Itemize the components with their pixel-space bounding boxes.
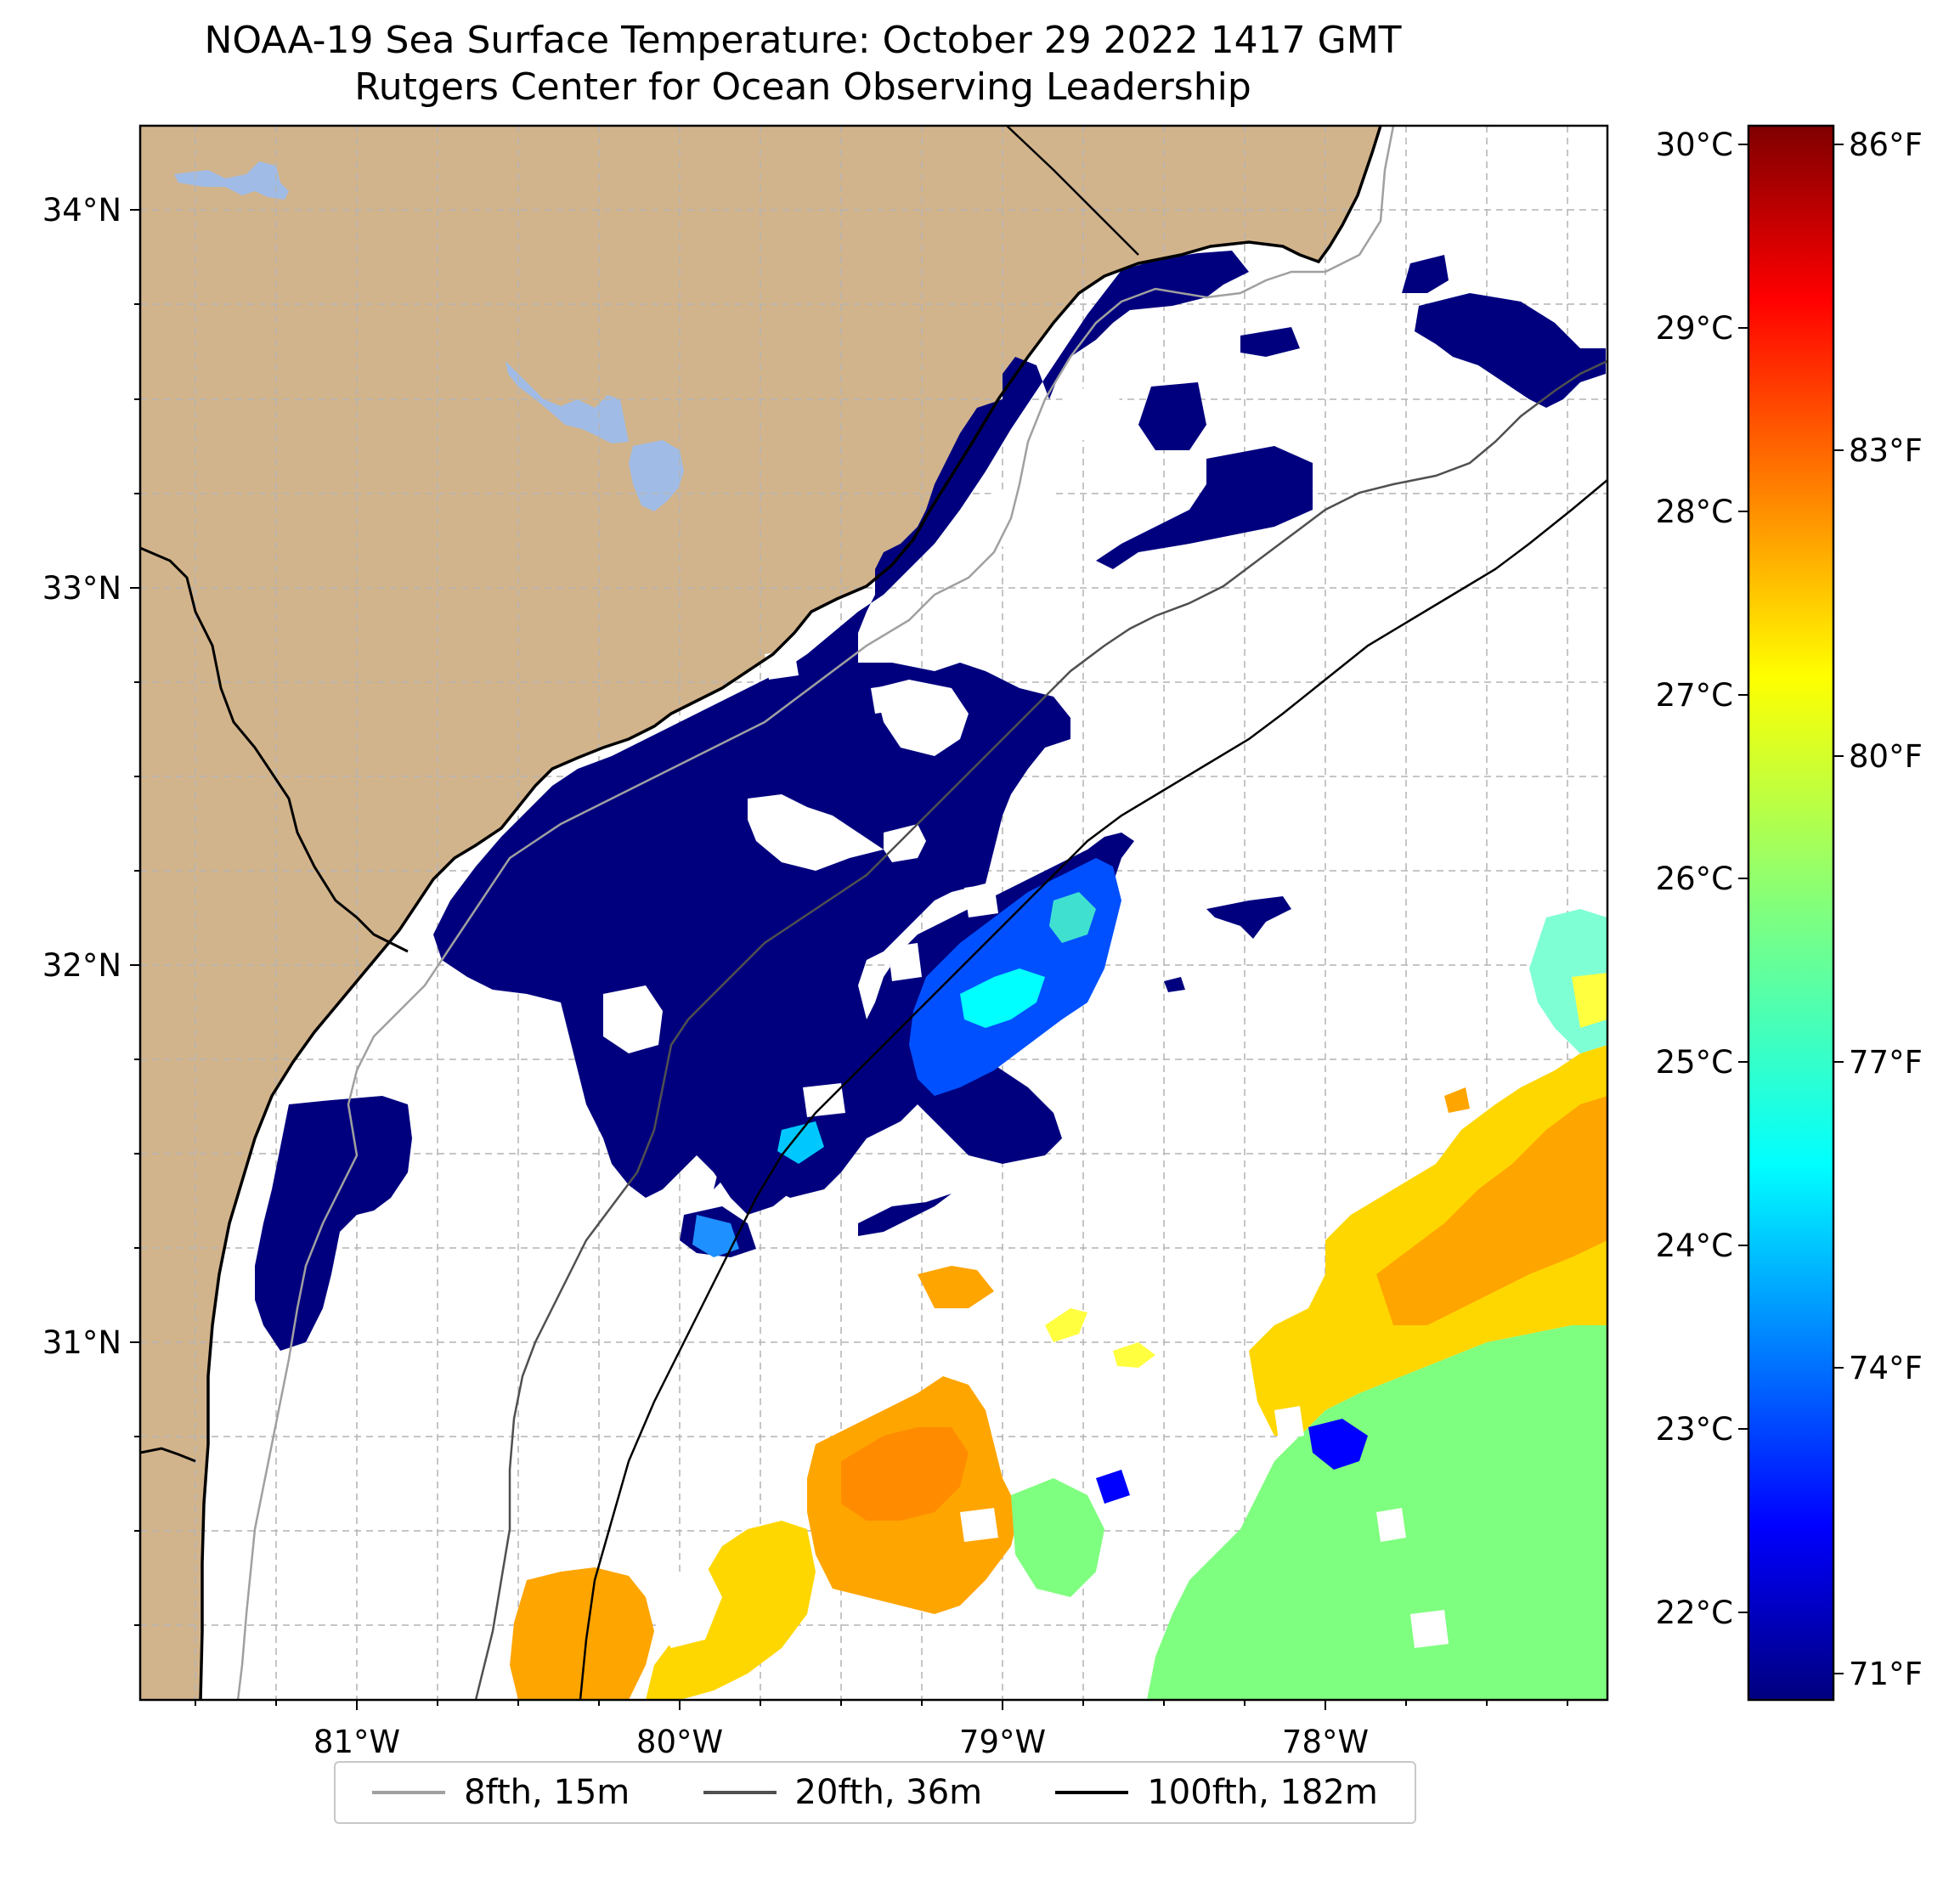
lat-tick-label: 34°N [42, 192, 121, 229]
isobath-8fth [236, 126, 1395, 1700]
map-frame [138, 124, 1609, 1702]
legend-swatch-8fth [372, 1791, 446, 1794]
celsius-tick-label: 30°C [1656, 127, 1733, 163]
sst-warm-region [510, 909, 1607, 1700]
lat-tick-labels: 34°N 33°N 32°N 31°N [42, 192, 121, 1361]
isobath-legend: 8fth, 15m 20fth, 36m 100fth, 182m [334, 1761, 1416, 1824]
river-line-south [140, 1447, 196, 1463]
map-panel [140, 126, 1607, 1700]
celsius-tick-label: 27°C [1656, 677, 1733, 714]
lat-tick-label: 31°N [42, 1324, 121, 1361]
colorbar-fahrenheit-ticks [1833, 144, 1844, 1674]
map-subtitle: Rutgers Center for Ocean Observing Leade… [354, 65, 1251, 109]
colorbar-celsius-ticks [1738, 144, 1748, 1613]
legend-label-100fth: 100fth, 182m [1147, 1773, 1378, 1812]
celsius-tick-label: 22°C [1656, 1595, 1733, 1631]
lon-tick-label: 78°W [1282, 1724, 1369, 1760]
land-mass [140, 126, 1381, 1700]
legend-item-20fth: 20fth, 36m [703, 1773, 983, 1812]
sst-warm-holes [654, 1406, 1449, 1648]
celsius-tick-label: 28°C [1656, 494, 1733, 530]
map-title: NOAA-19 Sea Surface Temperature: October… [204, 19, 1402, 62]
lon-tick-label: 80°W [636, 1724, 723, 1760]
lon-tick-label: 81°W [313, 1724, 400, 1760]
fahrenheit-tick-label: 74°F [1849, 1350, 1923, 1386]
fahrenheit-tick-label: 80°F [1849, 738, 1923, 775]
axis-ticks [130, 209, 1568, 1710]
legend-label-20fth: 20fth, 36m [794, 1773, 983, 1812]
celsius-tick-label: 29°C [1656, 310, 1733, 347]
legend-swatch-100fth [1055, 1791, 1129, 1794]
lat-tick-label: 32°N [42, 947, 121, 984]
legend-label-8fth: 8fth, 15m [464, 1773, 630, 1812]
lake-marion [506, 361, 629, 443]
celsius-tick-label: 24°C [1656, 1228, 1733, 1264]
fahrenheit-tick-label: 86°F [1849, 127, 1923, 163]
lake-top [174, 161, 289, 200]
isobath-20fth [474, 359, 1607, 1700]
lon-tick-label: 79°W [959, 1724, 1046, 1760]
sst-no-data-holes [603, 382, 1121, 1117]
legend-swatch-20fth [703, 1791, 777, 1794]
river-line [140, 546, 409, 953]
celsius-tick-label: 25°C [1656, 1044, 1733, 1081]
sst-cool-eddy [692, 858, 1368, 1504]
colorbar: 30°C 29°C 28°C 27°C 26°C 25°C 24°C 23°C … [1656, 124, 1923, 1702]
legend-item-8fth: 8fth, 15m [372, 1773, 630, 1812]
lat-tick-label: 33°N [42, 570, 121, 607]
isobath-100fth [579, 479, 1607, 1700]
legend-item-100fth: 100fth, 182m [1055, 1773, 1378, 1812]
celsius-tick-label: 26°C [1656, 861, 1733, 897]
coastline [199, 126, 1382, 1700]
state-border [1006, 126, 1139, 256]
fahrenheit-tick-label: 83°F [1849, 432, 1923, 469]
lon-tick-labels: 81°W 80°W 79°W 78°W [313, 1724, 1369, 1760]
fahrenheit-tick-label: 71°F [1849, 1656, 1923, 1692]
colorbar-gradient [1747, 124, 1835, 1702]
celsius-tick-label: 23°C [1656, 1411, 1733, 1448]
fahrenheit-tick-label: 77°F [1849, 1044, 1923, 1081]
